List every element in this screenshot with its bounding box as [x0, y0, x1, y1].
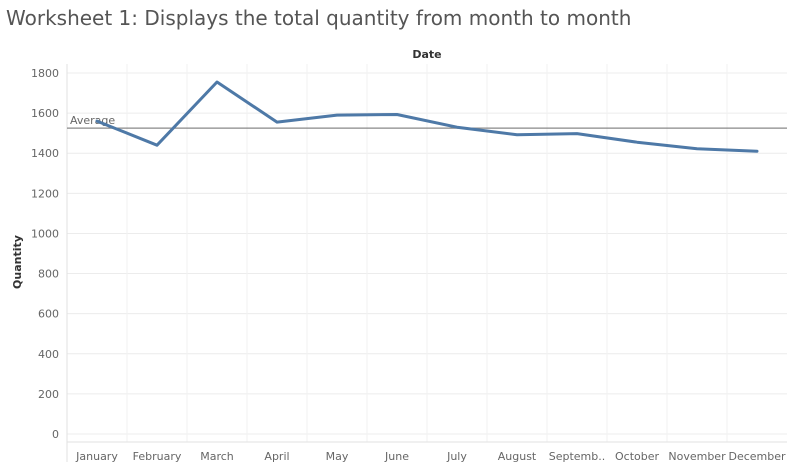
x-axis-ticks: January February March April May June July Augu…: [75, 450, 786, 463]
data-point-april[interactable]: [272, 117, 282, 127]
y-tick-label: 1000: [31, 227, 59, 240]
quantity-line[interactable]: [95, 80, 759, 153]
y-tick-label: 400: [38, 348, 59, 361]
data-point-july[interactable]: [452, 122, 462, 132]
x-tick-label: November: [668, 450, 726, 463]
data-point-september[interactable]: [572, 129, 582, 139]
y-tick-label: 1400: [31, 147, 59, 160]
y-tick-label: 1600: [31, 107, 59, 120]
data-point-january[interactable]: [92, 116, 102, 126]
x-tick-label: June: [384, 450, 409, 463]
data-point-may[interactable]: [332, 110, 342, 120]
y-axis-ticks: 0 200 400 600 800 1000 1200 1400 1600 1800: [31, 67, 59, 441]
x-tick-label: January: [75, 450, 118, 463]
data-point-august[interactable]: [512, 130, 522, 140]
chart-title: Worksheet 1: Displays the total quantity…: [6, 6, 632, 30]
y-tick-label: 600: [38, 308, 59, 321]
data-point-june[interactable]: [392, 110, 402, 120]
x-tick-label: May: [326, 450, 349, 463]
x-tick-label: Septemb..: [549, 450, 606, 463]
data-point-february[interactable]: [152, 140, 162, 150]
data-point-october[interactable]: [632, 137, 642, 147]
y-tick-label: 200: [38, 388, 59, 401]
y-tick-label: 1800: [31, 67, 59, 80]
y-tick-label: 800: [38, 268, 59, 281]
x-axis-title: Date: [412, 48, 441, 61]
y-tick-label: 0: [52, 428, 59, 441]
data-point-december[interactable]: [752, 146, 762, 156]
y-axis-title: Quantity: [11, 235, 24, 289]
x-tick-label: October: [615, 450, 659, 463]
gridlines: [66, 64, 787, 462]
data-point-march[interactable]: [212, 77, 222, 87]
x-tick-label: December: [728, 450, 786, 463]
series-line: [92, 77, 762, 156]
x-tick-label: April: [264, 450, 289, 463]
x-tick-label: March: [200, 450, 234, 463]
x-tick-label: July: [446, 450, 467, 463]
y-tick-label: 1200: [31, 187, 59, 200]
x-tick-label: August: [498, 450, 537, 463]
data-point-november[interactable]: [692, 144, 702, 154]
x-tick-label: February: [133, 450, 182, 463]
